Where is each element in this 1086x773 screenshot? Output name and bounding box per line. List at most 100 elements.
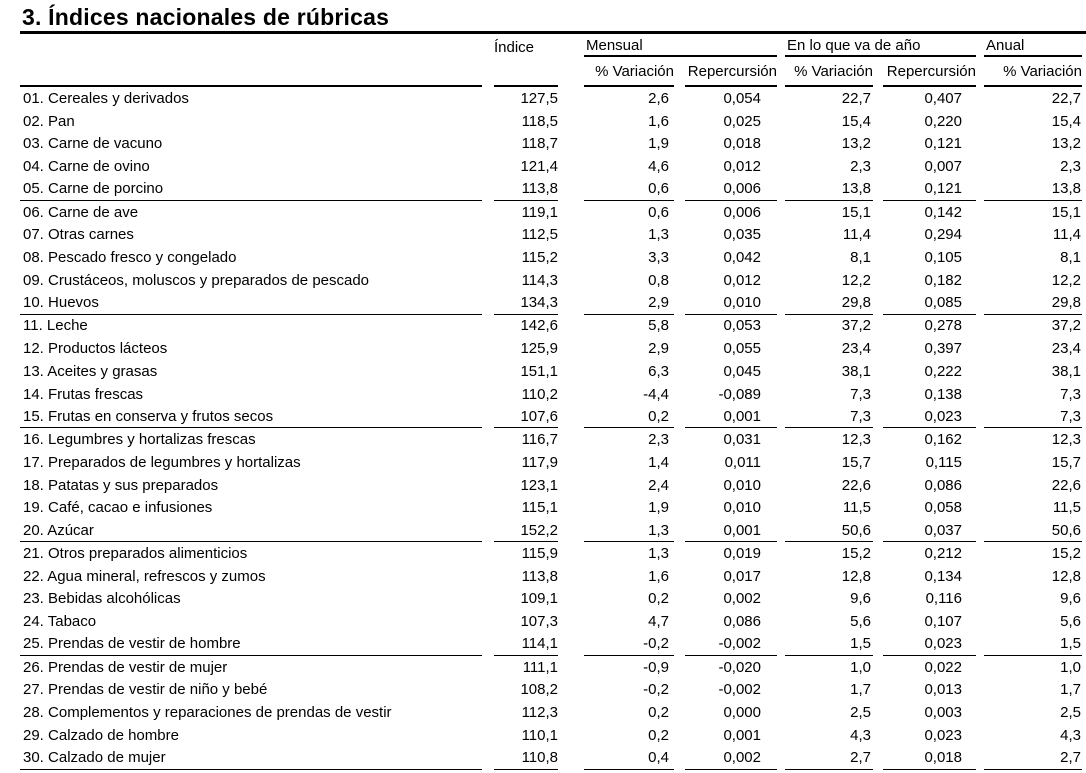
table-row: 16. Legumbres y hortalizas frescas 116,7… bbox=[0, 428, 1086, 451]
mensual-repercusion-value: 0,045 bbox=[723, 362, 761, 380]
mensual-repercusion-value: 0,011 bbox=[724, 453, 761, 471]
indice-value: 115,1 bbox=[521, 499, 558, 517]
mensual-variacion-value: 2,9 bbox=[648, 340, 669, 358]
anual-variacion-value: 1,0 bbox=[1060, 658, 1081, 676]
ytd-variacion-value: 12,2 bbox=[841, 271, 871, 289]
ytd-repercusion-value: 0,003 bbox=[924, 704, 962, 722]
indice-value: 110,1 bbox=[521, 726, 558, 744]
rubric-label: 23. Bebidas alcohólicas bbox=[23, 590, 181, 608]
ytd-repercusion-value: 0,278 bbox=[924, 317, 962, 335]
anual-variacion-value: 29,8 bbox=[984, 292, 1082, 315]
table-row: 01. Cereales y derivados 127,5 2,6 0,054… bbox=[0, 87, 1086, 110]
table-row: 04. Carne de ovino 121,4 4,6 0,012 2,3 0… bbox=[0, 155, 1086, 178]
mensual-variacion-value: 5,8 bbox=[648, 317, 669, 335]
mensual-repercusion-value: 0,018 bbox=[723, 135, 761, 153]
ytd-repercusion-value: 0,013 bbox=[924, 681, 962, 699]
table-row: 19. Café, cacao e infusiones 115,1 1,9 0… bbox=[0, 497, 1086, 520]
mensual-variacion-value: 1,6 bbox=[648, 567, 669, 585]
indice-value: 115,9 bbox=[521, 544, 558, 562]
table-row: 09. Crustáceos, moluscos y preparados de… bbox=[0, 269, 1086, 292]
mensual-variacion-value: -0,2 bbox=[643, 681, 669, 699]
anual-variacion-value: 50,6 bbox=[984, 519, 1082, 542]
mensual-repercusion-value: -0,002 bbox=[685, 633, 777, 656]
ytd-repercusion-value: 0,407 bbox=[924, 89, 962, 107]
table-row: 03. Carne de vacuno 118,7 1,9 0,018 13,2… bbox=[0, 133, 1086, 156]
indices-table: Índice Mensual En lo que va de año Anual… bbox=[0, 34, 1086, 770]
indice-value: 114,3 bbox=[521, 271, 558, 289]
header-spacer-label bbox=[20, 34, 482, 57]
mensual-variacion-value: 2,6 bbox=[648, 89, 669, 107]
mensual-variacion-value: 0,4 bbox=[584, 747, 674, 770]
anual-variacion-value: 15,2 bbox=[1051, 544, 1081, 562]
ytd-repercusion-value: 0,182 bbox=[924, 271, 962, 289]
table-row: 26. Prendas de vestir de mujer 111,1 -0,… bbox=[0, 656, 1086, 679]
ytd-repercusion-value: 0,023 bbox=[924, 726, 962, 744]
ytd-repercusion-value: 0,037 bbox=[883, 519, 976, 542]
table-row: 13. Aceites y grasas 151,1 6,3 0,045 38,… bbox=[0, 360, 1086, 383]
anual-variacion-value: 12,8 bbox=[1051, 567, 1081, 585]
mensual-repercusion-value: 0,010 bbox=[723, 499, 761, 517]
ytd-repercusion-value: 0,162 bbox=[924, 431, 962, 449]
anual-variacion-value: 8,1 bbox=[1060, 249, 1081, 267]
ytd-variacion-value: 15,4 bbox=[841, 112, 871, 130]
ytd-variacion-value: 12,3 bbox=[841, 431, 871, 449]
table-row: 02. Pan 118,5 1,6 0,025 15,4 0,220 15,4 bbox=[0, 110, 1086, 133]
mensual-repercusion-value: 0,000 bbox=[723, 704, 761, 722]
table-header-subcolumns: % Variación Repercursión % Variación Rep… bbox=[0, 57, 1086, 87]
ytd-repercusion-value: 0,023 bbox=[883, 406, 976, 429]
ytd-repercusion-value: 0,294 bbox=[924, 226, 962, 244]
ytd-variacion-value: 22,6 bbox=[841, 476, 871, 494]
ytd-repercusion-value: 0,115 bbox=[925, 453, 962, 471]
anual-variacion-value: 7,3 bbox=[1060, 385, 1081, 403]
mensual-repercusion-value: 0,012 bbox=[723, 158, 761, 176]
anual-variacion-value: 2,3 bbox=[1060, 158, 1081, 176]
mensual-repercusion-value: 0,001 bbox=[685, 519, 777, 542]
ytd-variacion-value: 1,5 bbox=[785, 633, 873, 656]
table-row: 11. Leche 142,6 5,8 0,053 37,2 0,278 37,… bbox=[0, 315, 1086, 338]
mensual-variacion-value: 0,6 bbox=[584, 178, 674, 201]
ytd-variacion-value: 37,2 bbox=[841, 317, 871, 335]
anual-variacion-value: 4,3 bbox=[1060, 726, 1081, 744]
mensual-repercusion-value: -0,002 bbox=[718, 681, 761, 699]
ytd-repercusion-value: 0,018 bbox=[883, 747, 976, 770]
ytd-variacion-value: 23,4 bbox=[841, 340, 871, 358]
table-row: 30. Calzado de mujer 110,8 0,4 0,002 2,7… bbox=[0, 747, 1086, 770]
mensual-repercusion-value: 0,010 bbox=[685, 292, 777, 315]
mensual-variacion-value: 4,6 bbox=[648, 158, 669, 176]
mensual-variacion-value: 4,7 bbox=[648, 613, 669, 631]
indice-value: 108,2 bbox=[520, 681, 558, 699]
rubric-label: 08. Pescado fresco y congelado bbox=[23, 249, 237, 267]
mensual-repercusion-value: 0,086 bbox=[723, 613, 761, 631]
ytd-repercusion-value: 0,138 bbox=[924, 385, 962, 403]
indice-value: 125,9 bbox=[520, 340, 558, 358]
anual-variacion-value: 22,6 bbox=[1051, 476, 1081, 494]
anual-variacion-value: 11,5 bbox=[1052, 499, 1081, 517]
rubric-label: 24. Tabaco bbox=[23, 613, 97, 631]
mensual-variacion-value: -0,2 bbox=[584, 633, 674, 656]
anual-variacion-value: 1,5 bbox=[984, 633, 1082, 656]
ytd-variacion-value: 15,1 bbox=[841, 203, 871, 221]
rubric-label: 18. Patatas y sus preparados bbox=[23, 476, 219, 494]
ytd-variacion-value: 2,5 bbox=[850, 704, 871, 722]
table-row: 20. Azúcar 152,2 1,3 0,001 50,6 0,037 50… bbox=[0, 519, 1086, 542]
table-row: 06. Carne de ave 119,1 0,6 0,006 15,1 0,… bbox=[0, 201, 1086, 224]
col-header-mensual-variacion: % Variación bbox=[584, 57, 674, 87]
page-title: 3. Índices nacionales de rúbricas bbox=[22, 4, 390, 30]
mensual-repercusion-value: 0,054 bbox=[723, 89, 761, 107]
indice-value: 112,5 bbox=[521, 226, 558, 244]
ytd-repercusion-value: 0,121 bbox=[883, 178, 976, 201]
rubric-label: 03. Carne de vacuno bbox=[23, 135, 163, 153]
rubric-label: 26. Prendas de vestir de mujer bbox=[23, 658, 228, 676]
anual-variacion-value: 1,7 bbox=[1060, 681, 1081, 699]
ytd-variacion-value: 1,7 bbox=[850, 681, 871, 699]
mensual-variacion-value: 1,9 bbox=[648, 135, 669, 153]
ytd-variacion-value: 7,3 bbox=[850, 385, 871, 403]
ytd-variacion-value: 9,6 bbox=[850, 590, 871, 608]
ytd-repercusion-value: 0,058 bbox=[924, 499, 962, 517]
table-row: 07. Otras carnes 112,5 1,3 0,035 11,4 0,… bbox=[0, 224, 1086, 247]
ytd-repercusion-value: 0,116 bbox=[925, 590, 962, 608]
mensual-repercusion-value: 0,010 bbox=[723, 476, 761, 494]
table-row: 08. Pescado fresco y congelado 115,2 3,3… bbox=[0, 246, 1086, 269]
table-row: 15. Frutas en conserva y frutos secos 10… bbox=[0, 406, 1086, 429]
anual-variacion-value: 13,8 bbox=[984, 178, 1082, 201]
